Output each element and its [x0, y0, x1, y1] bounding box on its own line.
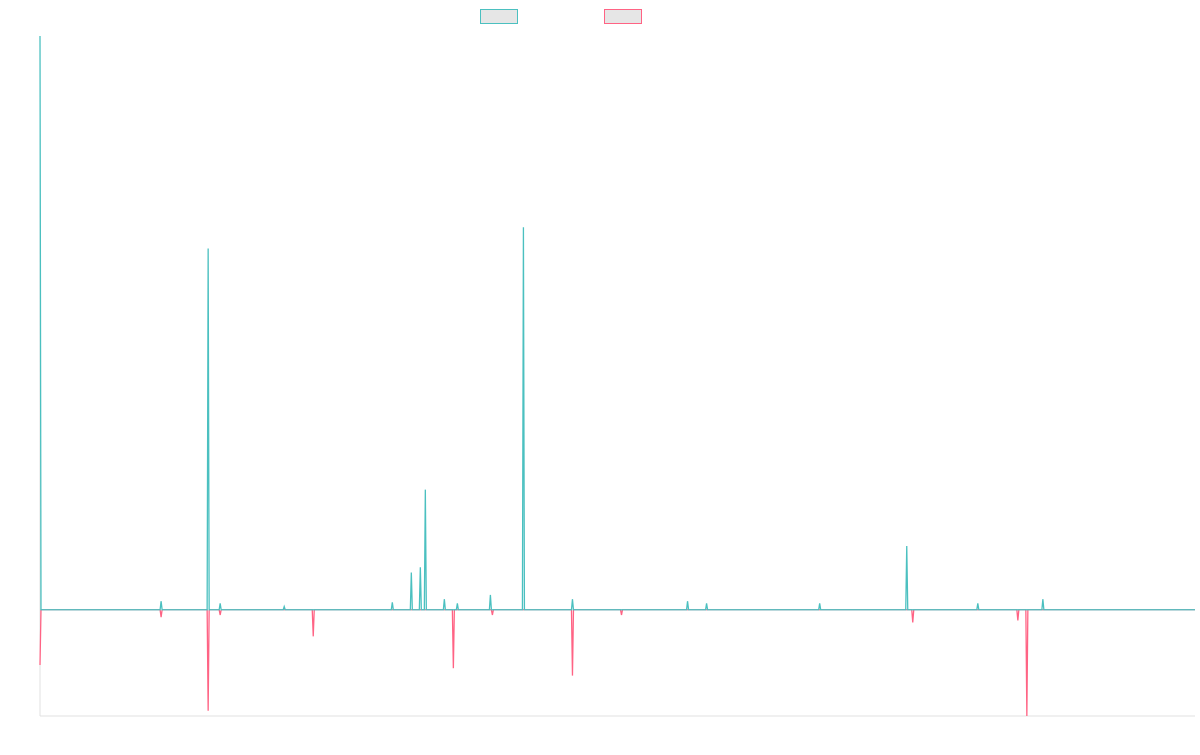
- legend-item-series-2[interactable]: [604, 9, 648, 24]
- legend: [0, 9, 1200, 27]
- legend-swatch-series-2: [604, 9, 642, 24]
- legend-swatch-series-1: [480, 9, 518, 24]
- series-line-2[interactable]: [39, 609, 1195, 717]
- series-line-1[interactable]: [39, 35, 1195, 611]
- legend-item-series-1[interactable]: [480, 9, 524, 24]
